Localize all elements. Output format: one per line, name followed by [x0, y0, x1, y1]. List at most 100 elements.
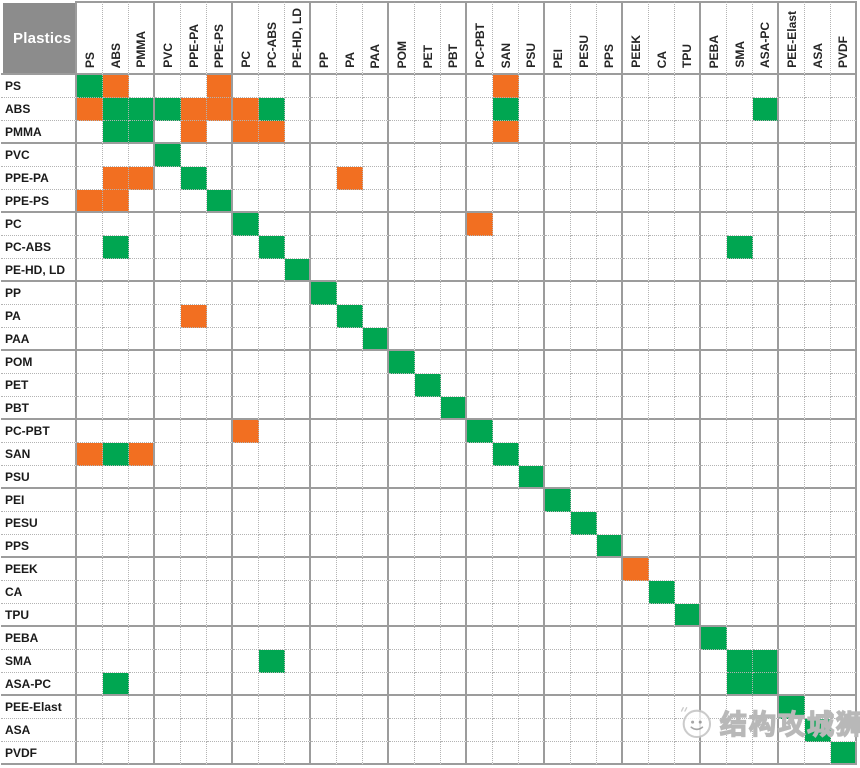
matrix-cell	[623, 351, 649, 374]
matrix-cell	[467, 305, 493, 328]
matrix-cell	[467, 167, 493, 190]
matrix-cell	[519, 627, 545, 650]
matrix-cell	[181, 443, 207, 466]
matrix-cell	[805, 581, 831, 604]
matrix-cell	[285, 581, 311, 604]
matrix-cell	[597, 75, 623, 98]
matrix-cell	[753, 213, 779, 236]
matrix-cell	[779, 98, 805, 121]
matrix-cell	[519, 650, 545, 673]
matrix-cell	[337, 282, 363, 305]
matrix-cell	[207, 144, 233, 167]
matrix-cell	[623, 98, 649, 121]
matrix-cell	[545, 420, 571, 443]
matrix-cell	[545, 374, 571, 397]
column-header-label: PET	[420, 44, 435, 68]
column-header: PMMA	[129, 1, 155, 75]
matrix-cell	[337, 328, 363, 351]
matrix-cell	[129, 144, 155, 167]
matrix-cell	[545, 397, 571, 420]
matrix-cell	[233, 673, 259, 696]
matrix-cell	[649, 305, 675, 328]
matrix-cell	[363, 259, 389, 282]
matrix-cell	[623, 167, 649, 190]
matrix-cell	[649, 489, 675, 512]
matrix-cell	[415, 604, 441, 627]
matrix-cell	[337, 673, 363, 696]
matrix-cell	[701, 167, 727, 190]
matrix-cell	[181, 213, 207, 236]
matrix-cell	[597, 305, 623, 328]
matrix-cell	[675, 282, 701, 305]
matrix-cell	[649, 144, 675, 167]
matrix-cell	[441, 236, 467, 259]
matrix-cell	[363, 75, 389, 98]
matrix-cell	[77, 650, 103, 673]
matrix-cell	[649, 282, 675, 305]
matrix-cell	[675, 98, 701, 121]
matrix-cell	[571, 466, 597, 489]
column-header: PC	[233, 1, 259, 75]
matrix-cell	[441, 75, 467, 98]
matrix-cell	[259, 466, 285, 489]
matrix-cell	[493, 420, 519, 443]
matrix-cell	[311, 558, 337, 581]
matrix-cell	[285, 719, 311, 742]
matrix-cell	[415, 696, 441, 719]
matrix-cell	[597, 397, 623, 420]
row-label: PEEK	[1, 558, 77, 581]
matrix-cell	[831, 305, 857, 328]
matrix-cell	[519, 512, 545, 535]
matrix-cell	[727, 719, 753, 742]
matrix-cell	[545, 673, 571, 696]
matrix-cell	[363, 535, 389, 558]
matrix-cell	[519, 489, 545, 512]
matrix-cell	[623, 466, 649, 489]
column-header: PET	[415, 1, 441, 75]
matrix-cell	[623, 236, 649, 259]
matrix-cell	[415, 144, 441, 167]
matrix-cell	[597, 374, 623, 397]
matrix-cell	[77, 581, 103, 604]
matrix-cell	[155, 282, 181, 305]
column-header-label: PAA	[368, 43, 382, 68]
column-header-label: PESU	[576, 35, 591, 68]
matrix-cell	[649, 328, 675, 351]
matrix-cell	[831, 282, 857, 305]
matrix-cell	[441, 282, 467, 305]
matrix-cell	[519, 742, 545, 765]
matrix-cell	[545, 535, 571, 558]
matrix-cell	[467, 420, 493, 443]
column-header-label: PVC	[160, 43, 175, 68]
matrix-cell	[493, 213, 519, 236]
matrix-cell	[363, 213, 389, 236]
matrix-cell	[623, 512, 649, 535]
matrix-cell	[701, 351, 727, 374]
matrix-cell	[207, 627, 233, 650]
row-label: PPE-PA	[1, 167, 77, 190]
matrix-cell	[623, 535, 649, 558]
matrix-cell	[753, 627, 779, 650]
matrix-cell	[285, 351, 311, 374]
matrix-cell	[623, 259, 649, 282]
matrix-cell	[155, 673, 181, 696]
matrix-cell	[727, 397, 753, 420]
column-header-label: PPS	[602, 43, 616, 68]
matrix-cell	[233, 719, 259, 742]
matrix-cell	[363, 719, 389, 742]
matrix-cell	[779, 259, 805, 282]
matrix-cell	[441, 604, 467, 627]
row-label: PESU	[1, 512, 77, 535]
matrix-cell	[727, 75, 753, 98]
column-header-label: PEEK	[628, 35, 643, 68]
matrix-cell	[597, 236, 623, 259]
matrix-cell	[545, 121, 571, 144]
matrix-cell	[389, 144, 415, 167]
matrix-cell	[77, 604, 103, 627]
matrix-cell	[649, 167, 675, 190]
column-header: PPE-PA	[181, 1, 207, 75]
matrix-cell	[597, 420, 623, 443]
matrix-cell	[727, 558, 753, 581]
matrix-cell	[649, 719, 675, 742]
matrix-cell	[779, 190, 805, 213]
